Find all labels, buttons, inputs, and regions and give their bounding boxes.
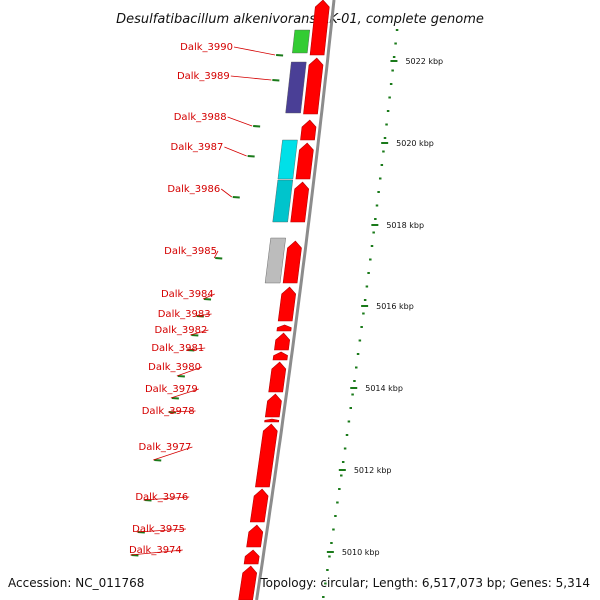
leader-line — [176, 366, 203, 377]
genome-backbone — [255, 0, 336, 600]
accession-text: Accession: NC_011768 — [8, 576, 145, 590]
gene-label: Dalk_3974 — [129, 545, 182, 556]
scale-label: 5016 kbp — [376, 302, 414, 311]
scale-label: 5010 kbp — [342, 548, 380, 557]
gene-tick — [177, 375, 185, 378]
label-layer: Dalk_3990 Dalk_3989 Dalk_3988 Dalk_3987 Dalk… — [129, 42, 276, 556]
leader-line — [220, 188, 233, 198]
leader-line — [153, 446, 193, 461]
leader-line — [213, 250, 219, 259]
cds-block — [303, 57, 324, 115]
feature-block-dalk_3990 — [292, 29, 311, 54]
cds-block — [274, 332, 291, 351]
gene-label: Dalk_3975 — [132, 524, 185, 535]
gene-label: Dalk_3986 — [167, 184, 220, 195]
gene-label: Dalk_3976 — [135, 492, 188, 503]
backbone-layer — [255, 0, 336, 600]
cds-block — [249, 488, 269, 523]
topology-text: Topology: circular; Length: 6,517,073 bp… — [260, 576, 590, 590]
gene-label: Dalk_3980 — [148, 362, 201, 373]
gene-tick — [154, 459, 162, 462]
gene-label: Dalk_3981 — [151, 343, 204, 354]
gene-label: Dalk_3982 — [155, 325, 208, 336]
cds-block — [264, 393, 282, 418]
scale-label: 5020 kbp — [396, 139, 434, 148]
cds-block — [264, 418, 280, 423]
gene-tick — [215, 257, 223, 260]
leader-line — [227, 116, 253, 127]
scale-label: 5022 kbp — [405, 57, 443, 66]
map-title: Desulfatibacillum alkenivorans AK-01, co… — [116, 12, 484, 27]
scale-label: 5018 kbp — [386, 221, 424, 230]
cds-block — [290, 181, 310, 223]
cds-block — [276, 324, 292, 332]
gene-tick — [232, 196, 240, 199]
leader-line — [170, 388, 199, 399]
gene-tick — [253, 125, 261, 128]
gene-label: Dalk_3983 — [158, 309, 211, 320]
cds-layer — [238, 0, 330, 600]
gene-label: Dalk_3988 — [174, 112, 227, 123]
leader-line — [224, 146, 247, 157]
feature-block-dalk_3989 — [285, 61, 307, 114]
cds-block — [272, 351, 288, 361]
gene-label: Dalk_3985 — [164, 246, 217, 257]
leader-line — [230, 75, 272, 81]
leader-line — [202, 293, 215, 300]
cds-block — [246, 524, 264, 548]
leader-line — [136, 528, 187, 533]
gene-tick — [276, 54, 284, 57]
gene-label: Dalk_3984 — [161, 289, 214, 300]
leader-line — [167, 410, 196, 413]
cds-block — [295, 142, 314, 180]
gene-tick — [203, 298, 212, 301]
cds-block — [277, 286, 297, 322]
feature-block-dalk_3987 — [277, 139, 298, 180]
gene-tick — [247, 155, 255, 158]
gene-label: Dalk_3978 — [142, 406, 195, 417]
leader-line — [195, 313, 212, 317]
cds-block — [282, 240, 302, 284]
feature-block-dalk_3986 — [272, 179, 294, 223]
gene-label: Dalk_3989 — [177, 71, 230, 82]
leader-line — [190, 329, 209, 336]
gene-tick — [171, 397, 179, 400]
leader-line — [186, 347, 206, 351]
gene-label: Dalk_3977 — [139, 442, 192, 453]
scale-label: 5014 kbp — [365, 384, 403, 393]
scale-label: 5012 kbp — [354, 466, 392, 475]
leader-line — [143, 496, 190, 501]
cds-block — [238, 565, 258, 600]
gene-label: Dalk_3990 — [180, 42, 233, 53]
feature-block-dalk_3985 — [264, 237, 286, 284]
cds-block — [300, 119, 317, 141]
leader-line — [233, 46, 276, 56]
cds-block — [255, 423, 278, 488]
gene-label: Dalk_3979 — [145, 384, 198, 395]
scale-layer: 5022 kbp 5020 kbp 5018 kbp 5016 kbp 5014 kbp… — [322, 29, 443, 598]
gene-tick — [272, 79, 280, 82]
cds-block — [309, 0, 330, 56]
leader-line — [130, 549, 183, 556]
cds-block — [243, 549, 260, 565]
gene-tick — [191, 334, 199, 337]
feature-layer — [264, 29, 311, 284]
cds-block — [268, 361, 287, 393]
gene-label: Dalk_3987 — [171, 142, 224, 153]
